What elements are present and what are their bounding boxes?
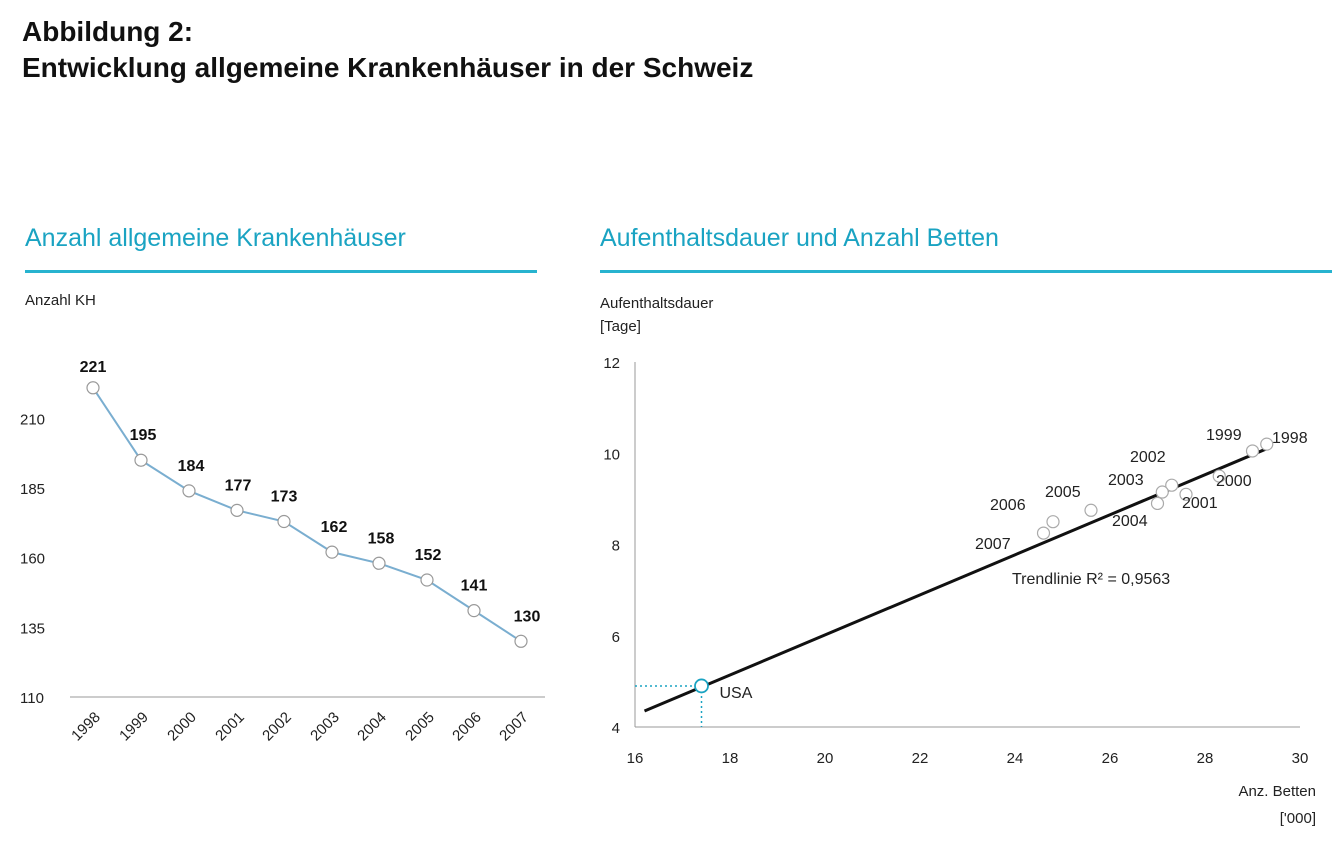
left-data-label: 158 bbox=[368, 530, 395, 547]
trendline-label: Trendlinie R² = 0,9563 bbox=[1012, 571, 1170, 588]
right-chart-title: Aufenthaltsdauer und Anzahl Betten bbox=[600, 224, 999, 252]
right-x-tick-label: 22 bbox=[912, 750, 929, 767]
scatter-point-label: 2005 bbox=[1045, 484, 1081, 501]
left-data-label: 221 bbox=[80, 359, 107, 376]
right-x-tick-label: 26 bbox=[1102, 750, 1119, 767]
scatter-point-label: 2007 bbox=[975, 536, 1011, 553]
right-x-axis-label-line-2: ['000] bbox=[1279, 810, 1316, 827]
scatter-point-label: 1998 bbox=[1272, 430, 1308, 447]
left-data-point bbox=[467, 604, 481, 618]
usa-label: USA bbox=[720, 685, 753, 702]
left-data-label: 130 bbox=[514, 608, 541, 625]
left-y-axis-label: Anzahl KH bbox=[25, 292, 96, 309]
left-data-label: 162 bbox=[321, 519, 348, 536]
left-y-tick-label: 160 bbox=[20, 551, 45, 568]
left-data-point bbox=[372, 556, 386, 570]
scatter-point bbox=[1165, 478, 1179, 492]
left-data-point bbox=[325, 545, 339, 559]
left-y-tick-label: 210 bbox=[20, 411, 45, 428]
scatter-point-label: 2000 bbox=[1216, 473, 1252, 490]
right-x-axis-label: Anz. Betten ['000] bbox=[1238, 778, 1316, 832]
left-data-point bbox=[514, 634, 528, 648]
scatter-point bbox=[1245, 444, 1260, 458]
left-y-tick-label: 185 bbox=[20, 481, 45, 498]
left-data-point bbox=[230, 503, 244, 517]
scatter-point bbox=[1046, 515, 1060, 529]
scatter-point bbox=[1212, 469, 1226, 483]
right-x-tick-label: 30 bbox=[1292, 750, 1309, 767]
scatter-point bbox=[1150, 496, 1165, 511]
right-x-tick-label: 28 bbox=[1197, 750, 1214, 767]
left-y-tick-label: 135 bbox=[20, 620, 45, 637]
right-y-axis-label: Aufenthaltsdauer [Tage] bbox=[600, 292, 713, 338]
left-chart-title: Anzahl allgemeine Krankenhäuser bbox=[25, 224, 406, 252]
right-x-tick-label: 16 bbox=[627, 750, 644, 767]
right-title-rule bbox=[600, 270, 1332, 273]
left-data-label: 173 bbox=[271, 489, 298, 506]
right-y-tick-label: 8 bbox=[612, 538, 620, 555]
scatter-point-label: 2006 bbox=[990, 497, 1026, 514]
right-x-axis-label-line-1: Anz. Betten bbox=[1238, 783, 1316, 800]
left-title-rule bbox=[25, 270, 537, 273]
left-data-point bbox=[86, 381, 100, 395]
right-y-tick-label: 6 bbox=[612, 629, 620, 646]
left-series-line bbox=[92, 387, 522, 643]
usa-point bbox=[694, 678, 709, 694]
right-y-axis-label-line-1: Aufenthaltsdauer bbox=[600, 295, 714, 312]
scatter-point-label: 2003 bbox=[1108, 472, 1144, 489]
right-x-tick-label: 24 bbox=[1007, 750, 1024, 767]
scatter-point bbox=[1179, 487, 1193, 501]
scatter-point bbox=[1036, 526, 1051, 540]
scatter-point bbox=[1155, 485, 1169, 499]
figure-title: Abbildung 2: Entwicklung allgemeine Kran… bbox=[22, 14, 753, 86]
left-data-label: 195 bbox=[130, 427, 157, 444]
figure-title-line-2: Entwicklung allgemeine Krankenhäuser in … bbox=[22, 52, 754, 83]
left-data-label: 177 bbox=[225, 477, 252, 494]
left-data-label: 152 bbox=[415, 547, 442, 564]
right-y-axis-label-line-2: [Tage] bbox=[600, 318, 641, 335]
right-y-tick-label: 10 bbox=[603, 446, 620, 463]
left-data-point bbox=[420, 573, 434, 587]
left-data-point bbox=[277, 514, 291, 529]
scatter-point-label: 1999 bbox=[1206, 427, 1242, 444]
scatter-point bbox=[1260, 437, 1274, 451]
left-data-label: 184 bbox=[178, 458, 205, 475]
right-y-tick-label: 4 bbox=[612, 720, 620, 737]
left-data-point bbox=[134, 453, 148, 467]
scatter-point-label: 2004 bbox=[1112, 513, 1148, 530]
left-data-label: 141 bbox=[461, 578, 488, 595]
scatter-point-label: 2001 bbox=[1182, 495, 1218, 512]
right-x-tick-label: 20 bbox=[817, 750, 834, 767]
figure-title-line-1: Abbildung 2: bbox=[22, 16, 194, 47]
right-x-tick-label: 18 bbox=[722, 750, 739, 767]
left-data-point bbox=[182, 484, 196, 498]
scatter-point-label: 2002 bbox=[1130, 449, 1166, 466]
left-y-tick-label: 110 bbox=[20, 690, 44, 707]
scatter-point bbox=[1084, 503, 1098, 517]
right-y-tick-label: 12 bbox=[603, 355, 620, 372]
